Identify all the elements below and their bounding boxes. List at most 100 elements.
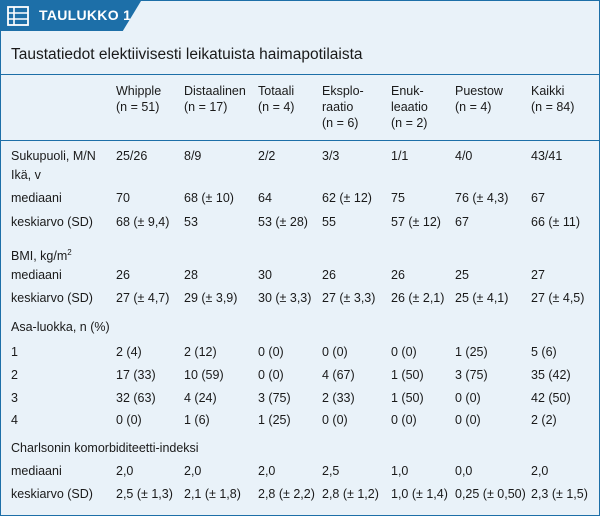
row-label-text: Sukupuoli, M/N [11,149,96,163]
row-label: 2 [11,368,18,383]
column-header-line: raatio [322,100,354,114]
table-cell: 68 (± 9,4) [116,215,170,229]
table-cell: 17 (33) [116,368,156,382]
table-cell: 26 [322,268,336,282]
row-label: Sukupuoli, M/N [11,149,96,164]
column-header: Puestow (n = 4) [455,83,503,115]
table-cell: 30 (± 3,3) [258,291,312,305]
table-cell: 55 [322,215,336,229]
table-cell: 1,0 (± 1,4) [391,487,448,501]
table-cell: 29 (± 3,9) [184,291,238,305]
table-cell: 25/26 [116,149,148,163]
table-cell: 2,0 [531,464,549,478]
table-cell: 4 (67) [322,368,355,382]
table-cell: 67 [455,215,469,229]
table-cell: 70 [116,191,130,205]
row-label: BMI, kg/m2 [11,245,72,264]
table-cell: 2 (33) [322,391,355,405]
column-header-line: (n = 4) [455,100,492,114]
table-cell: 2,3 (± 1,5) [531,487,588,501]
column-header-line: (n = 84) [531,100,575,114]
table-cell: 67 [531,191,545,205]
column-header: Enuk-leaatio (n = 2) [391,83,428,131]
row-label-text: 4 [11,413,18,427]
table-title: Taustatiedot elektiivisesti leikatuista … [11,46,363,63]
column-header-line: (n = 6) [322,116,359,130]
row-label-superscript: 2 [67,248,72,257]
table-cell: 76 (± 4,3) [455,191,509,205]
table-cell: 75 [391,191,405,205]
column-header-line: (n = 51) [116,100,160,114]
row-label-text: Ikä, v [11,168,41,182]
column-header: Distaalinen (n = 17) [184,83,246,115]
table-cell: 53 [184,215,198,229]
table-cell: 35 (42) [531,368,571,382]
row-label: mediaani [11,268,62,283]
table-cell: 0 (0) [455,391,481,405]
table-cell: 3 (75) [455,368,488,382]
column-header-line: Totaali [258,84,295,98]
row-label-text: 3 [11,391,18,405]
row-label-text: mediaani [11,268,62,282]
table-cell: 1 (50) [391,368,424,382]
row-label: Ikä, v [11,168,41,183]
table-cell: 2,0 [258,464,276,478]
column-header: Eksplo-raatio (n = 6) [322,83,364,131]
table-cell: 2 (4) [116,345,142,359]
table-cell: 1 (25) [258,413,291,427]
table-cell: 27 (± 4,5) [531,291,585,305]
table-cell: 27 [531,268,545,282]
table-cell: 27 (± 4,7) [116,291,170,305]
row-label-text: Charlsonin komorbiditeetti-indeksi [11,441,199,455]
row-label-text: keskiarvo (SD) [11,291,93,305]
table-cell: 62 (± 12) [322,191,372,205]
table-cell: 0 (0) [258,345,284,359]
column-header-line: Distaalinen [184,84,246,98]
table-cell: 3 (75) [258,391,291,405]
row-label: 1 [11,345,18,360]
table-cell: 32 (63) [116,391,156,405]
column-header-line: (n = 2) [391,116,428,130]
table-cell: 2,5 [322,464,340,478]
table-cell: 0 (0) [455,413,481,427]
table-cell: 3/3 [322,149,340,163]
table-cell: 43/41 [531,149,563,163]
header-divider [1,140,599,141]
table-cell: 1 (6) [184,413,210,427]
row-label-text: mediaani [11,191,62,205]
table-cell: 28 [184,268,198,282]
table-cell: 0 (0) [258,368,284,382]
column-header: Whipple (n = 51) [116,83,161,115]
table-cell: 30 [258,268,272,282]
table-cell: 2,0 [184,464,202,478]
column-header-line: Eksplo- [322,84,364,98]
column-header-line: leaatio [391,100,428,114]
row-label-text: BMI, kg/m [11,249,68,263]
table-cell: 42 (50) [531,391,571,405]
column-header-line: Enuk- [391,84,424,98]
column-header-line: (n = 17) [184,100,228,114]
row-label: 4 [11,413,18,428]
row-label-text: 2 [11,368,18,382]
table-cell: 2,8 (± 2,2) [258,487,315,501]
row-label: keskiarvo (SD) [11,215,93,230]
table-cell: 0,25 (± 0,50) [455,487,526,501]
table-cell: 25 [455,268,469,282]
table-cell: 2 (12) [184,345,217,359]
table-cell: 1 (50) [391,391,424,405]
table-cell: 57 (± 12) [391,215,441,229]
title-divider [1,74,599,75]
table-cell: 27 (± 3,3) [322,291,376,305]
row-label-text: keskiarvo (SD) [11,487,93,501]
table-cell: 1,0 [391,464,409,478]
column-header: Kaikki (n = 84) [531,83,574,115]
row-label: keskiarvo (SD) [11,487,93,502]
table-cell: 2/2 [258,149,276,163]
table-cell: 66 (± 11) [531,215,581,229]
column-header-line: Whipple [116,84,162,98]
row-label: keskiarvo (SD) [11,291,93,306]
table-badge-label: TAULUKKO 1. [39,7,136,23]
row-label-text: keskiarvo (SD) [11,215,93,229]
column-header: Totaali (n = 4) [258,83,294,115]
